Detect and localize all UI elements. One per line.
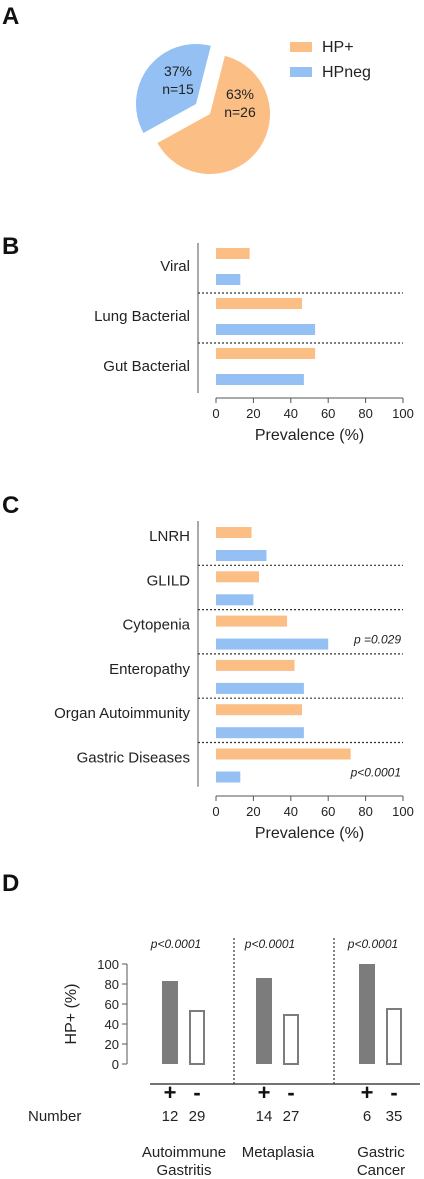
group-name-label: Cancer (357, 1162, 405, 1179)
x-tick-label: 60 (321, 804, 335, 819)
pie-slice-hp (157, 55, 270, 175)
category-label-gastric-diseases: Gastric Diseases (77, 750, 190, 767)
count-label: 35 (386, 1108, 403, 1125)
y-tick-label: 60 (105, 997, 119, 1012)
pie-percent-label: 37% (164, 63, 192, 79)
bar-cytopenia-hp (216, 615, 288, 627)
p-value-annotation: p<0.0001 (350, 766, 401, 780)
x-tick-label: 80 (358, 804, 372, 819)
bar-2-hp-negative (386, 1008, 402, 1065)
bar-organ-autoimmunity-hpneg (216, 727, 304, 739)
p-value-annotation: p<0.0001 (347, 937, 398, 951)
sign-label: - (390, 1080, 397, 1105)
bar-0-hp-negative (189, 1010, 205, 1065)
x-tick-label: 20 (246, 804, 260, 819)
category-label-viral: Viral (160, 258, 190, 275)
count-label: 14 (256, 1108, 273, 1125)
y-tick-label: 0 (112, 1057, 119, 1072)
bar-gut-bacterial-hp (216, 348, 316, 359)
bar-0-hp-positive (162, 981, 178, 1064)
bar-enteropathy-hp (216, 659, 295, 671)
p-value-annotation: p<0.0001 (150, 937, 201, 951)
group-name-label: Autoimmune (142, 1144, 226, 1161)
panel-label-c: C (2, 492, 19, 519)
sign-label: - (287, 1080, 294, 1105)
bar-enteropathy-hpneg (216, 682, 304, 694)
x-tick-label: 40 (284, 406, 298, 421)
panel-label-b: B (2, 233, 19, 260)
y-tick-label: 80 (105, 977, 119, 992)
category-label-lung-bacterial: Lung Bacterial (94, 308, 190, 325)
category-label-organ-autoimmunity: Organ Autoimmunity (54, 705, 190, 722)
bar-lnrh-hpneg (216, 550, 267, 561)
x-tick-label: 80 (358, 406, 372, 421)
pie-chart-a: 63% n=26 37% n=15 (136, 44, 270, 175)
pie-percent-label: 63% (226, 86, 254, 102)
x-tick-label: 0 (212, 406, 219, 421)
group-name-label: Gastric (357, 1144, 405, 1161)
x-tick-label: 20 (246, 406, 260, 421)
category-label-glild: GLILD (147, 572, 191, 589)
panel-label-a: A (2, 3, 19, 30)
sign-label: - (193, 1080, 200, 1105)
bar-chart-c: LNRH GLILD Cytopenia Enteropathy Organ Autoi… (54, 521, 414, 842)
panel-label-d: D (2, 870, 19, 897)
bar-glild-hpneg (216, 594, 254, 606)
pie-count-label: n=15 (162, 81, 194, 97)
pie-legend: HP+ HPneg (290, 39, 371, 81)
legend-swatch-hp-neg (290, 67, 312, 77)
bar-viral-hp (216, 248, 250, 259)
pie-slice-hpneg (136, 44, 211, 133)
p-value-annotation: p<0.0001 (244, 937, 295, 951)
category-label-cytopenia: Cytopenia (122, 617, 190, 634)
bar-cytopenia-hpneg (216, 638, 329, 650)
bar-lnrh-hp (216, 527, 252, 538)
x-tick-label: 0 (212, 804, 219, 819)
count-label: 12 (162, 1108, 179, 1125)
category-label-lnrh: LNRH (149, 528, 190, 545)
legend-label-hp-neg: HPneg (322, 64, 371, 81)
count-label: 29 (189, 1108, 206, 1125)
bar-1-hp-negative (283, 1014, 299, 1065)
count-label: 6 (363, 1108, 371, 1125)
bar-2-hp-positive (359, 964, 375, 1064)
sign-label: + (361, 1080, 374, 1105)
p-value-annotation: p =0.029 (353, 633, 401, 647)
y-tick-label: 20 (105, 1037, 119, 1052)
sign-label: + (164, 1080, 177, 1105)
category-label-enteropathy: Enteropathy (109, 661, 190, 678)
bar-lung-bacterial-hpneg (216, 324, 316, 335)
y-tick-label: 40 (105, 1017, 119, 1032)
sign-label: + (258, 1080, 271, 1105)
x-axis-title: Prevalence (%) (255, 825, 364, 842)
x-tick-label: 100 (392, 406, 414, 421)
bar-chart-b: Viral Lung Bacterial Gut Bacterial 0 20 40 60 8… (94, 243, 414, 444)
bar-gastric-diseases-hp (216, 748, 351, 760)
bar-organ-autoimmunity-hp (216, 704, 303, 716)
y-axis-title: HP+ (%) (63, 984, 80, 1045)
number-row-label: Number (28, 1108, 81, 1125)
legend-label-hp-pos: HP+ (322, 39, 354, 56)
legend-swatch-hp-pos (290, 42, 312, 52)
y-tick-label: 100 (97, 957, 119, 972)
bar-lung-bacterial-hp (216, 298, 303, 309)
x-tick-label: 100 (392, 804, 414, 819)
x-tick-label: 40 (284, 804, 298, 819)
count-label: 27 (283, 1108, 300, 1125)
bar-gut-bacterial-hpneg (216, 374, 304, 385)
x-axis-title: Prevalence (%) (255, 427, 364, 444)
bar-1-hp-positive (256, 978, 272, 1064)
category-label-gut-bacterial: Gut Bacterial (103, 358, 190, 375)
bar-viral-hpneg (216, 274, 241, 285)
group-name-label: Gastritis (156, 1162, 211, 1179)
group-name-label: Metaplasia (242, 1144, 315, 1161)
pie-count-label: n=26 (224, 104, 256, 120)
bar-gastric-diseases-hpneg (216, 771, 241, 783)
bar-glild-hp (216, 571, 260, 583)
x-tick-label: 60 (321, 406, 335, 421)
